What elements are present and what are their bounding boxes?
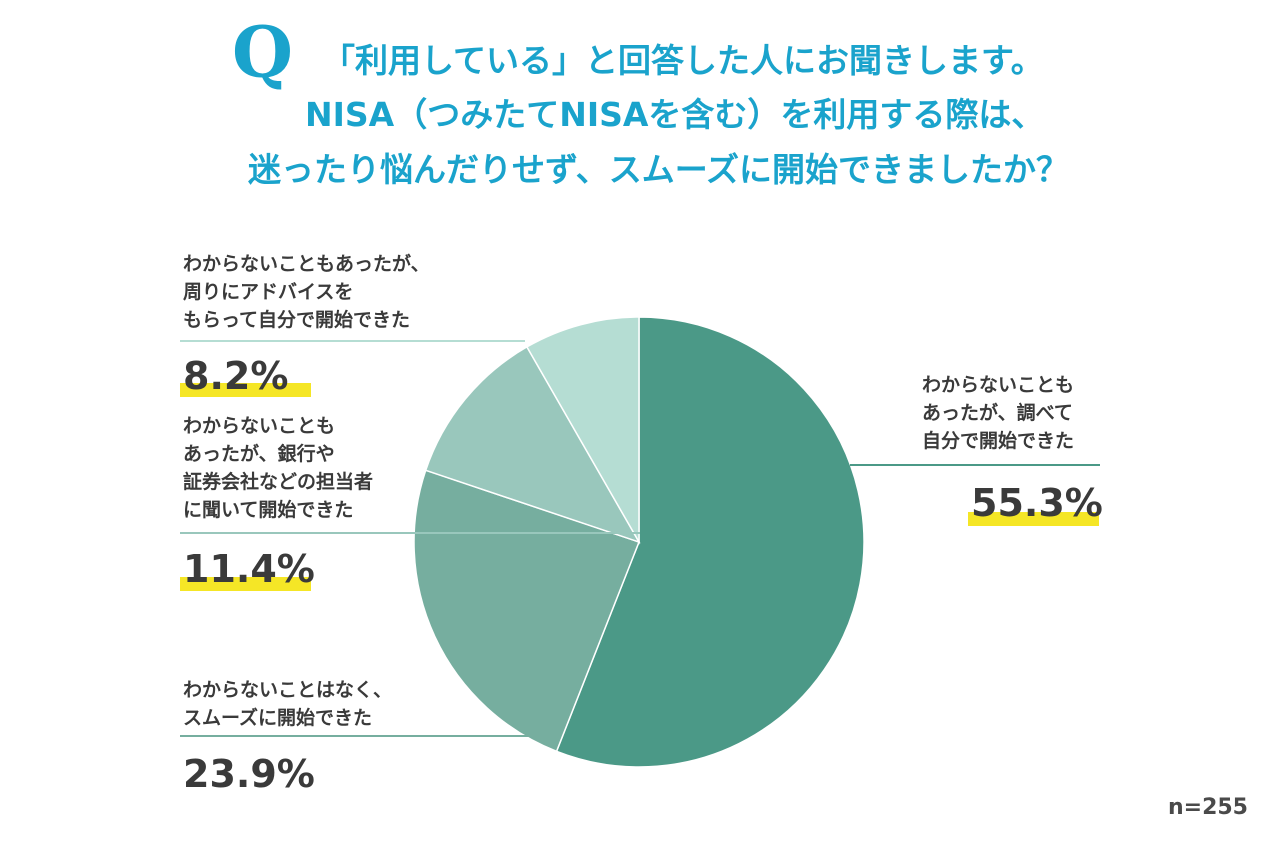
label-advice: わからないこともあったが、 周りにアドバイスを もらって自分で開始できた — [183, 253, 430, 331]
slice-self-research — [555, 316, 865, 768]
q-mark: Q — [232, 11, 293, 94]
title-line-1: 「利用している」と回答した人にお聞きします。 — [322, 41, 1044, 80]
highlight-self-research — [968, 512, 1099, 526]
leader-line-advice — [180, 340, 525, 342]
slice-smooth — [413, 469, 640, 753]
pct-smooth: 23.9% — [183, 752, 315, 796]
pct-self-research: 55.3% — [971, 481, 1103, 525]
highlight-bank-staff — [180, 577, 311, 591]
title-line-2: NISA（つみたてNISAを含む）を利用する際は、 — [305, 95, 1045, 134]
label-self-research: わからないことも あったが、調べて 自分で開始できた — [922, 374, 1075, 452]
leader-line-self-research — [850, 464, 1100, 466]
leader-line-smooth — [180, 735, 530, 737]
highlight-advice — [180, 383, 311, 397]
slice-advice — [525, 316, 640, 545]
leader-line-bank-staff — [180, 532, 640, 534]
title-line-3: 迷ったり悩んだりせず、スムーズに開始できましたか？ — [248, 150, 1070, 189]
sample-size: n=255 — [1167, 795, 1248, 820]
slice-bank-staff — [424, 345, 641, 544]
pct-advice: 8.2% — [183, 354, 289, 398]
label-bank-staff: わからないことも あったが、銀行や 証券会社などの担当者 に聞いて開始できた — [183, 415, 374, 521]
label-smooth: わからないことはなく、 スムーズに開始できた — [183, 679, 393, 729]
pct-bank-staff: 11.4% — [183, 547, 315, 591]
